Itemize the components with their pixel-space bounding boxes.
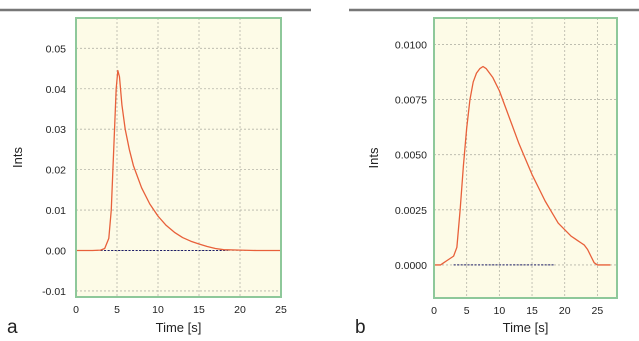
y-tick-label: 0.03 — [46, 124, 67, 136]
x-tick-label: 15 — [526, 305, 538, 317]
x-tick-label: 20 — [234, 304, 246, 316]
x-tick-label: 5 — [464, 305, 470, 317]
y-tick-label: 0.0000 — [395, 260, 427, 272]
x-axis-title: Time [s] — [503, 320, 549, 335]
y-tick-label: 0.0100 — [395, 39, 427, 51]
y-tick-label: 0.0075 — [395, 95, 427, 107]
y-tick-label: 0.02 — [46, 165, 67, 177]
x-tick-label: 5 — [114, 304, 120, 316]
x-tick-label: 0 — [73, 304, 79, 316]
y-tick-label: 0.04 — [46, 84, 67, 96]
y-axis-title: Ints — [366, 147, 381, 168]
y-axis-title: Ints — [10, 147, 25, 168]
x-tick-label: 10 — [152, 304, 164, 316]
x-tick-label: 25 — [275, 304, 287, 316]
y-tick-label: 0.0025 — [395, 205, 427, 217]
y-tick-label: 0.01 — [46, 205, 67, 217]
x-tick-label: 20 — [559, 305, 571, 317]
chart-panel-a: 0 5 10 15 20 25 -0.01 0.00 0.01 0.02 0.03 0.04 0.05 T… — [0, 8, 311, 338]
y-tick-label: 0.00 — [46, 246, 67, 258]
y-tick-label: -0.01 — [42, 286, 66, 298]
series-line — [76, 69, 281, 252]
y-tick-label: 0.0050 — [395, 150, 427, 162]
chart-panel-b: 0 5 10 15 20 25 0.0000 0.0025 0.0050 0.0075 0.0100… — [349, 8, 639, 338]
plot-border — [433, 17, 618, 299]
panel-label: b — [355, 317, 366, 338]
y-tick-label: 0.05 — [46, 43, 67, 55]
x-tick-label: 15 — [193, 304, 205, 316]
x-tick-label: 25 — [592, 305, 604, 317]
series-line — [434, 65, 611, 266]
plot-border — [75, 17, 282, 298]
x-axis-title: Time [s] — [156, 320, 202, 335]
panel-label: a — [7, 317, 18, 338]
plot-area — [76, 18, 281, 297]
x-tick-label: 0 — [431, 305, 437, 317]
x-tick-label: 10 — [494, 305, 506, 317]
